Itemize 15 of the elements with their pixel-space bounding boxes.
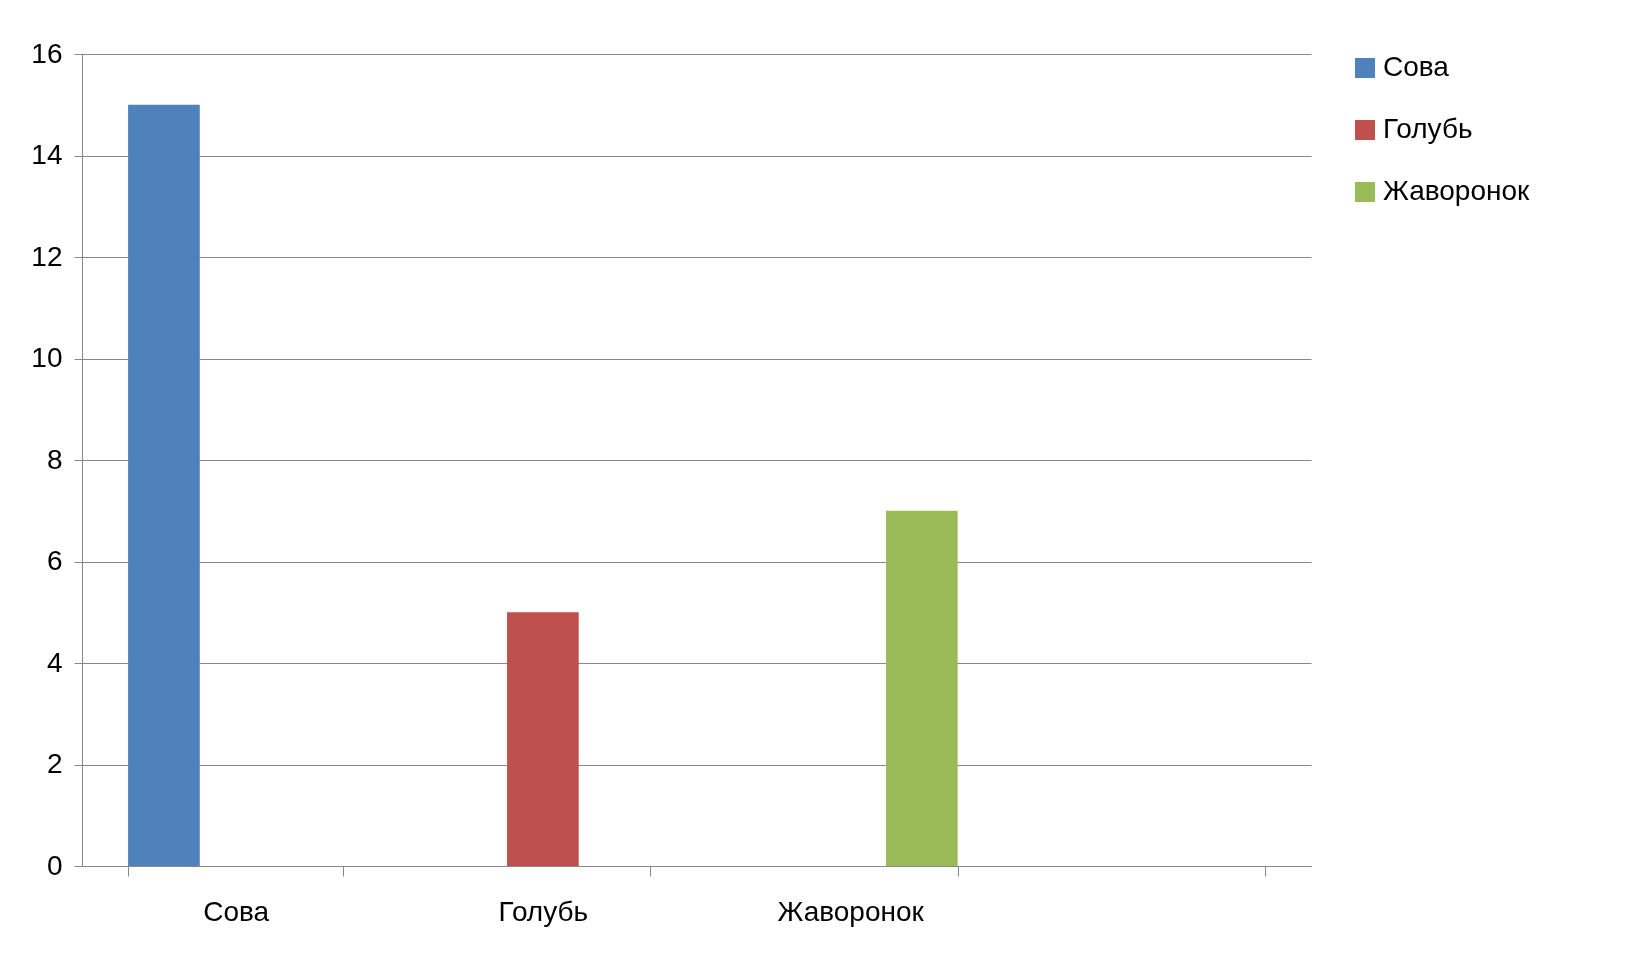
y-tick-label: 0 bbox=[46, 849, 63, 881]
y-tick-label: 8 bbox=[46, 443, 63, 475]
y-tick-label: 6 bbox=[46, 545, 63, 576]
legend-label: Жаворонок bbox=[1383, 175, 1531, 206]
legend-label: Сова bbox=[1383, 51, 1450, 82]
y-tick-label: 14 bbox=[31, 139, 63, 170]
x-tick-label: Сова bbox=[203, 895, 270, 927]
y-tick-label: 4 bbox=[46, 646, 63, 678]
legend-label: Голубь bbox=[1383, 113, 1473, 144]
y-tick-label: 12 bbox=[31, 240, 63, 272]
x-tick-label: Голубь bbox=[498, 895, 589, 927]
y-tick-label: 16 bbox=[31, 37, 63, 69]
y-tick-label: 10 bbox=[31, 342, 63, 373]
x-tick-label: Жаворонок bbox=[777, 895, 925, 927]
y-tick-label: 2 bbox=[46, 748, 63, 779]
